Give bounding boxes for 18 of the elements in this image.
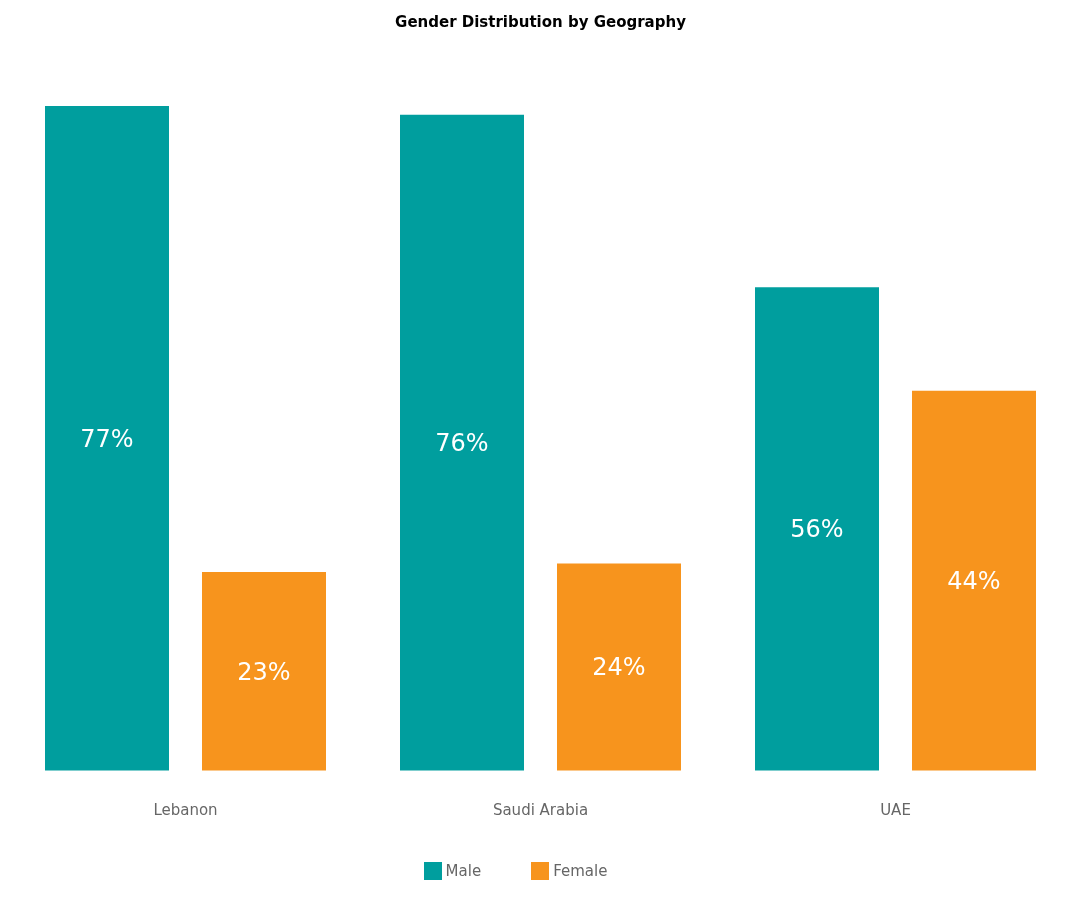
bar xyxy=(45,106,169,771)
legend-label: Female xyxy=(553,861,608,880)
chart-title: Gender Distribution by Geography xyxy=(394,12,687,33)
data-label: 23% xyxy=(237,657,291,686)
bar xyxy=(912,390,1036,771)
bar xyxy=(400,114,524,771)
x-tick-label: Lebanon xyxy=(153,801,218,820)
bar xyxy=(755,287,879,771)
bar xyxy=(557,563,681,771)
data-label: 44% xyxy=(947,567,1001,596)
data-label: 77% xyxy=(80,424,134,453)
x-tick-label: UAE xyxy=(880,801,911,820)
legend-label: Male xyxy=(445,861,482,880)
data-label: 56% xyxy=(790,515,844,544)
bar xyxy=(202,572,326,771)
data-label: 24% xyxy=(592,653,646,682)
x-tick-label: Saudi Arabia xyxy=(492,801,589,820)
data-label: 76% xyxy=(435,429,489,458)
